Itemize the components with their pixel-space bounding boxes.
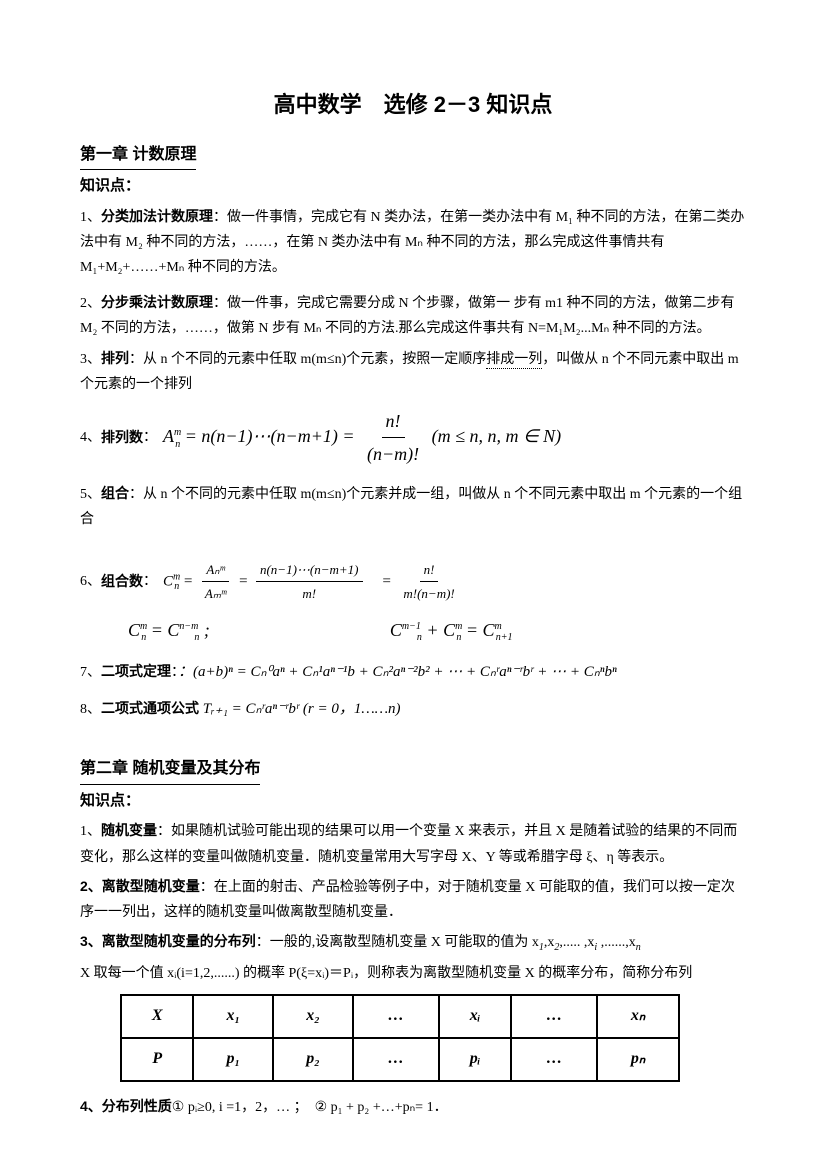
table-row: P p₁ p₂ … pᵢ … pₙ bbox=[121, 1038, 679, 1081]
lead: 2、 bbox=[80, 296, 101, 311]
c2-item-3b: X 取每一个值 xᵢ(i=1,2,......) 的概率 P(ξ=xᵢ)＝Pᵢ，… bbox=[80, 961, 746, 986]
cell: … bbox=[353, 1038, 439, 1081]
lead: 4、 bbox=[80, 1098, 102, 1114]
f3n: n! bbox=[420, 558, 439, 582]
page-title: 高中数学 选修 2－3 知识点 bbox=[80, 85, 746, 125]
term: 离散型随机变量 bbox=[102, 878, 200, 894]
chapter1-title: 第一章 计数原理 bbox=[80, 141, 196, 171]
chapter-1: 第一章 计数原理 知识点： 1、分类加法计数原理：做一件事情，完成它有 N 类办… bbox=[80, 141, 746, 724]
item-5: 5、组合：从 n 个不同的元素中任取 m(m≤n)个元素并成一组，叫做从 n 个… bbox=[80, 481, 746, 532]
prop1: Cmn = Cn−mn ; bbox=[128, 614, 210, 648]
colon: ： bbox=[143, 425, 157, 450]
lead: 3、 bbox=[80, 933, 102, 949]
item-3: 3、排列：从 n 个不同的元素中任取 m(m≤n)个元素，按照一定顺序排成一列，… bbox=[80, 346, 746, 397]
distribution-table: X x₁ x₂ … xᵢ … xₙ P p₁ p₂ … pᵢ … pₙ bbox=[120, 994, 680, 1082]
c2-item-3: 3、离散型随机变量的分布列：一般的,设离散型随机变量 X 可能取的值为 x1,x… bbox=[80, 929, 746, 957]
cell: P bbox=[121, 1038, 193, 1081]
cell: x₂ bbox=[273, 995, 353, 1038]
term: 排列 bbox=[101, 350, 129, 366]
den: (n−m)! bbox=[363, 438, 423, 470]
text: ① pᵢ≥0, i =1，2，… ； ② p₁ + p₂ +…+pₙ= 1． bbox=[172, 1100, 448, 1115]
lead: 4、 bbox=[80, 425, 101, 450]
cell: p₂ bbox=[273, 1038, 353, 1081]
chapter1-sub: 知识点： bbox=[80, 177, 140, 194]
cell: pᵢ bbox=[439, 1038, 512, 1081]
term: 分类加法计数原理 bbox=[101, 208, 213, 224]
c2-item-1: 1、随机变量：如果随机试验可能出现的结果可以用一个变量 X 来表示，并且 X 是… bbox=[80, 818, 746, 869]
cond: (m ≤ n, n, m ∈ N) bbox=[432, 426, 562, 446]
item-4: 4、排列数： Amn = n(n−1)⋯(n−m+1) = n! (n−m)! … bbox=[80, 405, 746, 471]
cell: x₁ bbox=[193, 995, 273, 1038]
colon: ： bbox=[171, 665, 178, 680]
cell: X bbox=[121, 995, 193, 1038]
item-1: 1、分类加法计数原理：做一件事情，完成它有 N 类办法，在第一类办法中有 M₁ … bbox=[80, 204, 746, 281]
f1d: Aₘᵐ bbox=[201, 582, 230, 605]
cell: … bbox=[511, 1038, 597, 1081]
lead: 1、 bbox=[80, 210, 101, 225]
chapter2-sub: 知识点： bbox=[80, 792, 140, 809]
item-6: 6、组合数： Cmn = Aₙᵐ Aₘᵐ = n(n−1)⋯(n−m+1) m!… bbox=[80, 558, 746, 606]
comb-formula: Cmn = Aₙᵐ Aₘᵐ = n(n−1)⋯(n−m+1) m! = n! m… bbox=[163, 558, 463, 606]
cell: pₙ bbox=[597, 1038, 679, 1081]
term: 组合数 bbox=[101, 569, 143, 594]
binom-formula: ：(a+b)ⁿ = Cₙ⁰aⁿ + Cₙ¹aⁿ⁻¹b + Cₙ²aⁿ⁻²b² +… bbox=[178, 664, 617, 680]
perm-formula: Amn = n(n−1)⋯(n−m+1) = n! (n−m)! (m ≤ n,… bbox=[163, 405, 561, 471]
c2-item-4: 4、分布列性质① pᵢ≥0, i =1，2，… ； ② p₁ + p₂ +…+p… bbox=[80, 1094, 746, 1120]
lead: 8、 bbox=[80, 702, 101, 717]
comb-properties: Cmn = Cn−mn ; Cm−1n + Cmn = Cmn+1 bbox=[128, 614, 746, 648]
f2n: n(n−1)⋯(n−m+1) bbox=[256, 558, 363, 582]
lead: 2、 bbox=[80, 878, 102, 894]
term: 二项式定理 bbox=[101, 663, 171, 679]
cell: xᵢ bbox=[439, 995, 512, 1038]
term: 随机变量 bbox=[101, 822, 157, 838]
text: ：从 n 个不同的元素中任取 m(m≤n)个元素，按照一定顺序 bbox=[129, 352, 486, 367]
term: 离散型随机变量的分布列 bbox=[102, 933, 256, 949]
term-formula: Tᵣ₊₁ = Cₙʳaⁿ⁻ʳbʳ (r = 0，1……n) bbox=[199, 701, 401, 717]
item-2: 2、分步乘法计数原理：做一件事，完成它需要分成 N 个步骤，做第一 步有 m1 … bbox=[80, 290, 746, 341]
f3d: m!(n−m)! bbox=[399, 582, 458, 605]
text: ：从 n 个不同的元素中任取 m(m≤n)个元素并成一组，叫做从 n 个不同元素… bbox=[80, 487, 742, 527]
cell: p₁ bbox=[193, 1038, 273, 1081]
term: 二项式通项公式 bbox=[101, 700, 199, 716]
cell: xₙ bbox=[597, 995, 679, 1038]
term: 分布列性质 bbox=[102, 1098, 172, 1114]
lead: 3、 bbox=[80, 352, 101, 367]
chapter2-title: 第二章 随机变量及其分布 bbox=[80, 755, 260, 785]
chapter-2: 第二章 随机变量及其分布 知识点： 1、随机变量：如果随机试验可能出现的结果可以… bbox=[80, 755, 746, 1120]
lead: 7、 bbox=[80, 665, 101, 680]
item-7: 7、二项式定理：：(a+b)ⁿ = Cₙ⁰aⁿ + Cₙ¹aⁿ⁻¹b + Cₙ²… bbox=[80, 659, 746, 686]
f1n: Aₙᵐ bbox=[202, 558, 229, 582]
lead: 1、 bbox=[80, 824, 101, 839]
item-8: 8、二项式通项公式 Tᵣ₊₁ = Cₙʳaⁿ⁻ʳbʳ (r = 0，1……n) bbox=[80, 696, 746, 723]
table-row: X x₁ x₂ … xᵢ … xₙ bbox=[121, 995, 679, 1038]
text: ：如果随机试验可能出现的结果可以用一个变量 X 来表示，并且 X 是随着试验的结… bbox=[80, 824, 737, 864]
prop2: Cm−1n + Cmn = Cmn+1 bbox=[390, 614, 513, 648]
term: 组合 bbox=[101, 485, 129, 501]
term: 排列数 bbox=[101, 425, 143, 450]
term: 分步乘法计数原理 bbox=[101, 294, 213, 310]
lead: 6、 bbox=[80, 569, 101, 594]
cell: … bbox=[353, 995, 439, 1038]
colon: ： bbox=[143, 569, 157, 594]
f2d: m! bbox=[298, 582, 320, 605]
c2-item-2: 2、离散型随机变量：在上面的射击、产品检验等例子中，对于随机变量 X 可能取的值… bbox=[80, 874, 746, 925]
text: ：一般的,设离散型随机变量 X 可能取的值为 x1,x2,..... ,xi ,… bbox=[256, 935, 641, 950]
dotted-text: 排成一列 bbox=[486, 352, 542, 369]
cell: … bbox=[511, 995, 597, 1038]
num: n! bbox=[382, 405, 405, 438]
lead: 5、 bbox=[80, 487, 101, 502]
